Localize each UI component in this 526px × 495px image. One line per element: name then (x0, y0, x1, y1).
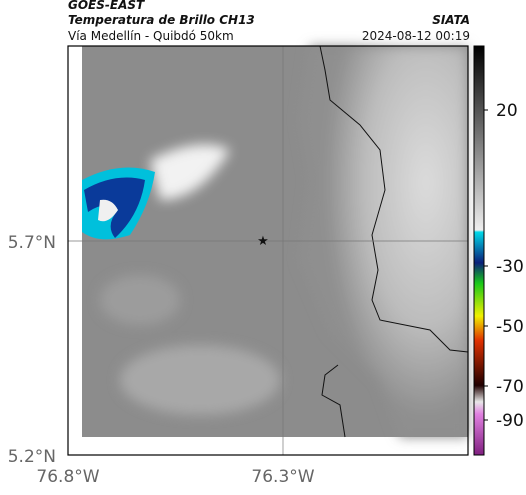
colorbar-ticks: 20 -30 -50 -70 -90 (484, 101, 524, 431)
org: SIATA (432, 13, 470, 27)
datetime: 2024-08-12 00:19 (362, 29, 470, 43)
colorbar-tick-label: 20 (496, 101, 518, 121)
colorbar-tick-label: -30 (496, 257, 524, 277)
map-image (82, 46, 468, 437)
colorbar (473, 45, 485, 456)
frame (67, 45, 469, 456)
y-tick-label: 5.7°N (8, 233, 56, 253)
colorbar-tick-label: -70 (496, 377, 524, 397)
star-marker: ★ (257, 234, 269, 249)
title: Temperatura de Brillo CH13 (68, 13, 255, 27)
y-tick-label: 5.2°N (8, 447, 56, 467)
route: Vía Medellín - Quibdó 50km (68, 29, 234, 43)
border (319, 45, 469, 438)
colorbar-tick-label: -50 (496, 317, 524, 337)
colorbar-tick-label: -90 (496, 411, 524, 431)
source: GOES-EAST (68, 0, 145, 12)
x-tick-label: 76.3°W (251, 467, 314, 487)
x-tick-label: 76.8°W (36, 467, 99, 487)
